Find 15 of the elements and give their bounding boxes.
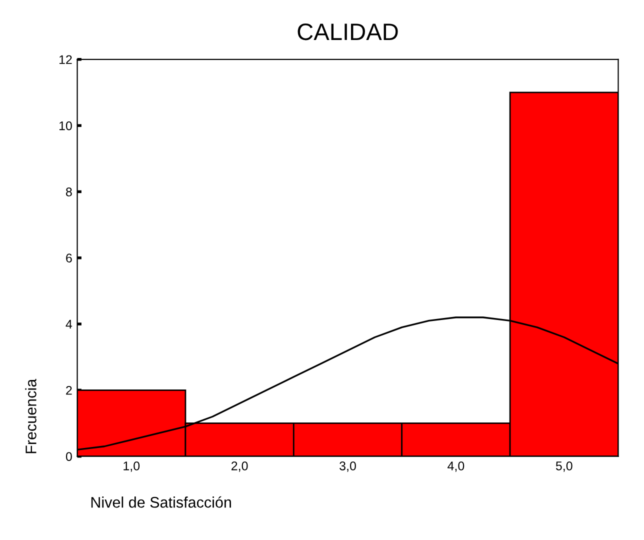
y-tick-label: 12 — [59, 55, 72, 64]
x-tick-label: 5,0 — [556, 461, 572, 472]
y-tick-label: 4 — [66, 320, 72, 329]
y-tick-label: 0 — [66, 452, 72, 461]
y-tick-label: 8 — [66, 188, 72, 196]
x-tick-label: 2,0 — [232, 461, 248, 472]
x-tick-label: 1,0 — [124, 461, 140, 472]
x-axis-title: Nivel de Satisfacción — [91, 496, 231, 508]
y-tick-label: 10 — [59, 121, 72, 130]
y-tick-label: 2 — [66, 386, 72, 395]
y-tick-label: 6 — [66, 254, 72, 262]
y-axis-title: Frecuencia — [25, 378, 36, 454]
chart-title: CALIDAD — [298, 23, 398, 40]
x-tick-label: 3,0 — [340, 461, 356, 472]
x-tick-label: 4,0 — [448, 461, 464, 472]
